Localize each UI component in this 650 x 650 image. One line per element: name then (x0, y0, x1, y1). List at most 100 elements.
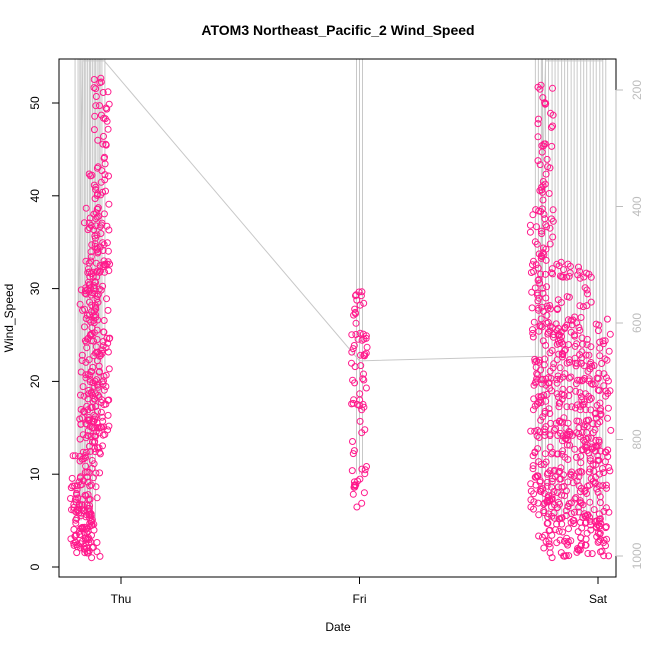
data-point-763 (546, 349, 554, 357)
data-point-302 (88, 241, 96, 249)
data-point-679 (542, 170, 550, 178)
data-point-851 (556, 364, 564, 372)
data-point-759 (547, 495, 555, 503)
data-point-612 (538, 380, 546, 388)
data-point-531 (358, 499, 366, 507)
data-point-681 (536, 322, 544, 330)
data-point-13 (69, 452, 77, 460)
data-point-1204 (600, 469, 608, 477)
data-point-1172 (581, 519, 589, 527)
data-point-737 (537, 393, 545, 400)
data-point-463 (104, 426, 112, 434)
data-point-1240 (602, 504, 610, 512)
data-point-756 (548, 142, 556, 150)
data-point-919 (556, 536, 564, 544)
data-point-820 (549, 448, 557, 456)
data-point-1213 (594, 327, 602, 335)
data-point-1143 (589, 420, 597, 428)
data-point-428 (103, 239, 111, 247)
data-point-1167 (588, 443, 596, 451)
data-point-712 (536, 477, 544, 485)
data-point-950 (571, 445, 579, 453)
data-point-368 (92, 209, 100, 217)
data-point-1126 (584, 367, 592, 375)
data-point-631 (533, 472, 541, 480)
data-point-952 (563, 539, 571, 547)
data-point-528 (350, 342, 358, 349)
data-point-859 (557, 464, 565, 472)
data-point-238 (89, 543, 97, 551)
data-point-224 (96, 469, 104, 477)
data-point-714 (546, 240, 554, 248)
x-axis-label: Date (325, 620, 351, 634)
data-point-835 (550, 426, 558, 434)
data-point-891 (553, 504, 561, 512)
data-point-674 (543, 155, 551, 163)
data-point-911 (560, 347, 568, 355)
data-point-1142 (586, 360, 594, 368)
data-point-504 (349, 490, 357, 498)
data-point-928 (561, 370, 569, 378)
data-point-747 (548, 215, 555, 223)
data-point-491 (349, 438, 356, 445)
data-point-653 (536, 85, 544, 93)
data-point-1058 (576, 389, 584, 397)
data-point-236 (88, 464, 96, 472)
data-point-798 (544, 304, 552, 312)
data-point-1123 (594, 488, 602, 496)
data-point-466 (94, 248, 102, 256)
data-point-720 (539, 196, 547, 204)
data-point-972 (564, 419, 572, 427)
data-point-524 (358, 406, 366, 414)
data-point-598 (527, 503, 535, 511)
data-point-361 (93, 295, 101, 303)
data-point-523 (352, 310, 359, 318)
data-point-608 (527, 487, 535, 495)
data-point-397 (104, 88, 112, 96)
data-point-1107 (576, 302, 584, 310)
data-point-163 (76, 415, 84, 423)
data-point-522 (356, 329, 364, 337)
data-point-1036 (583, 302, 591, 310)
data-point-739 (543, 391, 551, 398)
data-point-155 (77, 391, 84, 399)
data-point-262 (93, 539, 101, 546)
data-point-591 (527, 427, 535, 435)
data-point-385 (90, 84, 98, 92)
data-point-263 (82, 204, 90, 212)
data-point-688 (535, 115, 542, 123)
data-point-1098 (580, 273, 588, 281)
data-point-323 (88, 403, 96, 411)
data-point-77 (80, 542, 88, 550)
data-point-383 (95, 362, 103, 370)
data-point-710 (545, 190, 553, 197)
data-point-889 (564, 478, 572, 486)
data-point-830 (548, 491, 556, 499)
data-point-357 (90, 316, 98, 324)
data-point-548 (529, 326, 536, 334)
data-point-559 (537, 416, 545, 424)
data-point-702 (543, 223, 551, 231)
data-point-828 (559, 528, 566, 536)
data-point-700 (537, 366, 545, 374)
data-point-271 (83, 311, 91, 319)
data-point-904 (565, 341, 572, 349)
data-point-1255 (596, 493, 604, 501)
data-point-1235 (602, 542, 609, 550)
data-point-817 (544, 496, 552, 504)
data-point-446 (97, 111, 105, 119)
data-point-539 (363, 343, 371, 351)
data-point-844 (552, 425, 560, 433)
data-point-938 (559, 350, 567, 358)
data-point-275 (90, 526, 98, 534)
data-point-872 (558, 273, 566, 281)
data-point-1109 (586, 513, 593, 521)
data-point-512 (348, 359, 355, 367)
data-point-537 (356, 301, 364, 309)
data-point-467 (101, 115, 109, 123)
data-point-1011 (565, 358, 573, 366)
data-point-313 (85, 282, 93, 290)
data-point-139 (81, 452, 89, 460)
data-point-1130 (583, 490, 590, 497)
